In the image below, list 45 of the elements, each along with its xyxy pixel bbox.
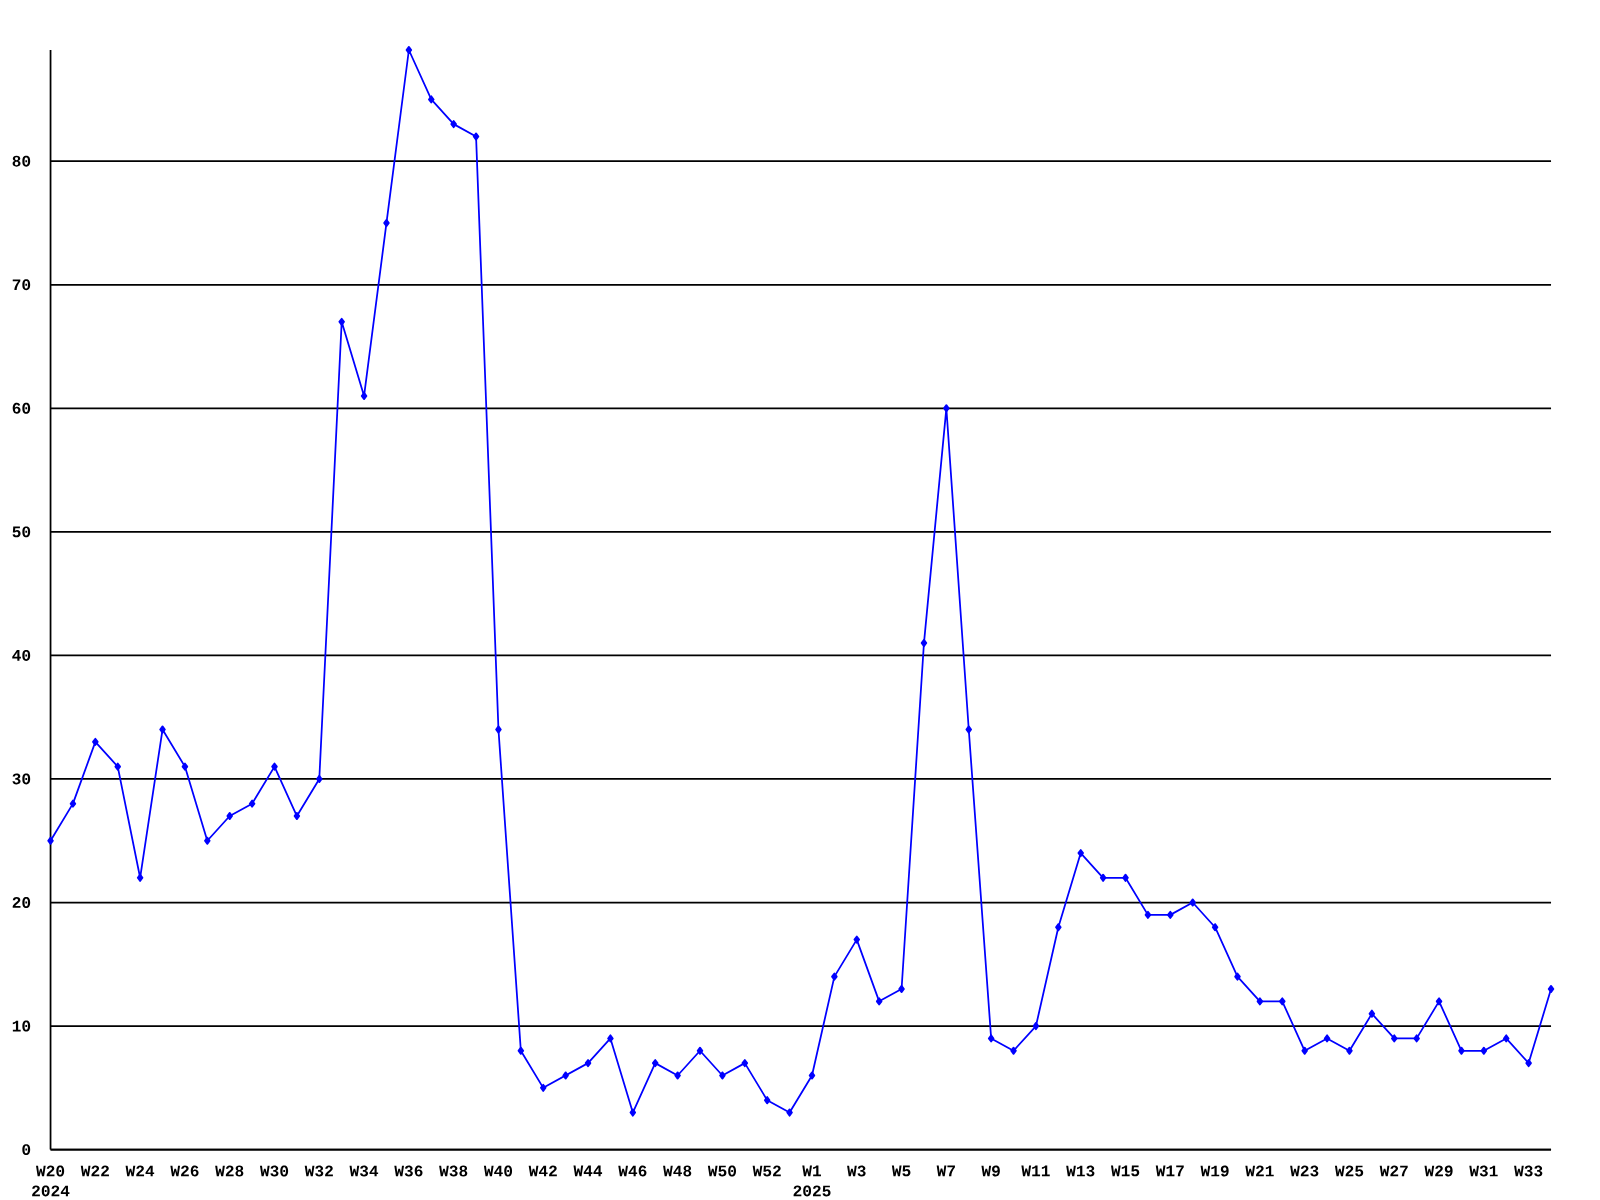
x-tick-label: W3: [847, 1165, 866, 1177]
y-tick-label: 10: [12, 1020, 31, 1032]
x-tick-label: W19: [1200, 1165, 1229, 1177]
x-tick-label: W44: [573, 1165, 603, 1177]
text: 2024: [32, 1185, 70, 1197]
x-tick-label: W13: [1066, 1165, 1095, 1177]
x-tick-label: W22: [80, 1165, 109, 1177]
x-tick-label: W32: [304, 1165, 333, 1177]
y-tick-label: 80: [12, 155, 31, 167]
x-tick-label: W50: [707, 1165, 737, 1177]
y-tick-label: 60: [12, 403, 31, 414]
x-tick-label: W30: [259, 1165, 289, 1177]
y-tick-label: 30: [12, 773, 31, 785]
x-tick-label: W11: [1021, 1165, 1050, 1177]
x-tick-label: W48: [663, 1165, 692, 1177]
x-tick-label: W29: [1424, 1165, 1453, 1177]
x-tick-label: W36: [394, 1165, 423, 1177]
x-tick-label: W28: [215, 1165, 244, 1177]
x-tick-label: W33: [1514, 1165, 1543, 1177]
x-tick-label: W31: [1469, 1165, 1498, 1177]
x-tick-label: W40: [483, 1165, 513, 1177]
x-tick-label: W17: [1155, 1165, 1184, 1177]
x-tick-label: W52: [752, 1165, 781, 1177]
x-tick-label: W21: [1245, 1165, 1274, 1177]
x-tick-label: W5: [891, 1165, 911, 1177]
x-tick-label: W38: [439, 1165, 468, 1177]
x-tick-label: W25: [1334, 1165, 1364, 1177]
x-tick-label: W46: [618, 1165, 647, 1177]
x-tick-label: W15: [1110, 1165, 1140, 1177]
x-tick-label: W9: [981, 1165, 1000, 1177]
text: 2025: [793, 1185, 831, 1197]
y-tick-label: 0: [22, 1144, 31, 1156]
y-tick-label: 70: [12, 279, 31, 291]
x-tick-label: W34: [349, 1165, 379, 1177]
y-tick-label: 20: [12, 897, 31, 909]
x-tick-label: W23: [1290, 1165, 1319, 1177]
x-tick-label: W26: [170, 1165, 199, 1177]
x-tick-label: W1: [802, 1165, 821, 1177]
y-tick-label: 40: [12, 650, 31, 662]
x-tick-label: W20: [36, 1165, 65, 1177]
x-tick-label: W42: [528, 1165, 557, 1177]
y-tick-label: 50: [12, 526, 31, 538]
x-tick-label: W24: [125, 1165, 155, 1177]
x-tick-label: W7: [936, 1165, 955, 1177]
x-tick-label: W27: [1379, 1165, 1408, 1177]
